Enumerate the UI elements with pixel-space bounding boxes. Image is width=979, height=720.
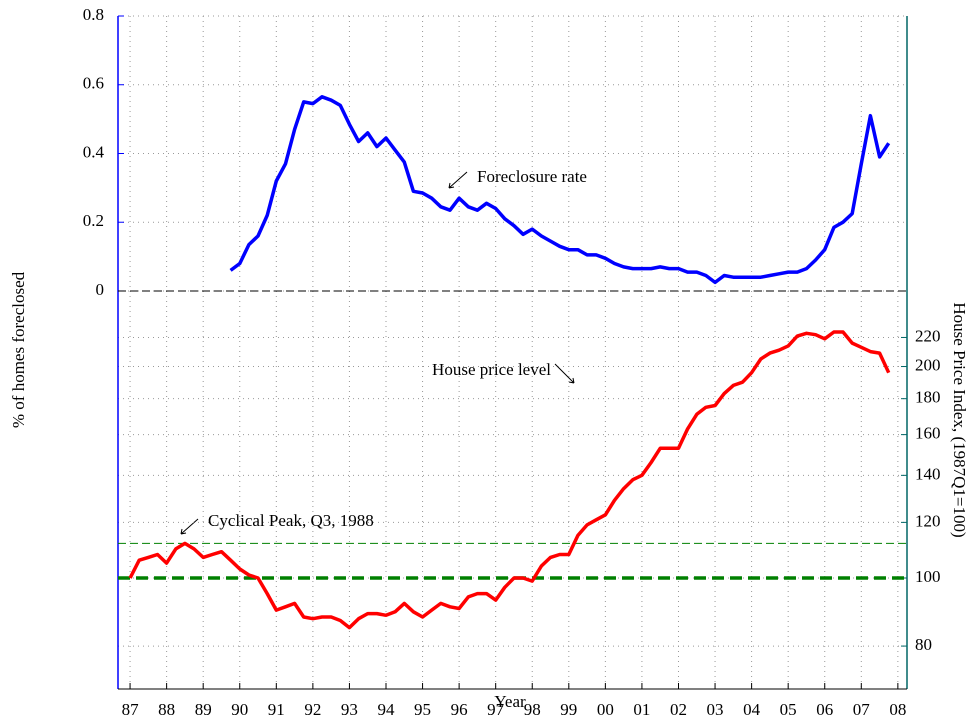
x-tick-label: 89 bbox=[195, 700, 212, 715]
x-tick-label: 95 bbox=[414, 700, 431, 715]
x-tick-label: 87 bbox=[122, 700, 140, 715]
y-tick-label: 0.8 bbox=[83, 5, 104, 24]
x-tick-label: 88 bbox=[158, 700, 175, 715]
y2-tick-label: 220 bbox=[915, 326, 941, 345]
x-tick-label: 91 bbox=[268, 700, 285, 715]
x-tick-label: 92 bbox=[304, 700, 321, 715]
y2-tick-label: 140 bbox=[915, 464, 941, 483]
y-tick-label: 0.4 bbox=[83, 142, 105, 161]
series-line bbox=[229, 95, 891, 285]
series-label: Foreclosure rate bbox=[477, 167, 587, 186]
x-tick-label: 08 bbox=[889, 700, 906, 715]
y2-axis-label: House Price Index, (1987Q1=100) bbox=[950, 302, 969, 537]
x-tick-label: 04 bbox=[743, 700, 761, 715]
x-tick-label: 06 bbox=[816, 700, 833, 715]
x-axis-label: Year bbox=[494, 692, 526, 711]
y-tick-label: 0.6 bbox=[83, 74, 104, 93]
x-tick-label: 93 bbox=[341, 700, 358, 715]
y2-tick-label: 120 bbox=[915, 511, 941, 530]
x-tick-label: 01 bbox=[633, 700, 650, 715]
y-tick-label: 0.2 bbox=[83, 211, 104, 230]
y2-tick-label: 180 bbox=[915, 388, 941, 407]
y2-tick-label: 200 bbox=[915, 355, 941, 374]
y-axis-label: % of homes foreclosed bbox=[9, 271, 28, 428]
y2-tick-label: 160 bbox=[915, 424, 941, 443]
arrow bbox=[180, 518, 199, 535]
arrow bbox=[448, 171, 468, 189]
x-tick-label: 97 bbox=[487, 700, 505, 715]
series-label: House price level bbox=[432, 360, 551, 379]
arrow bbox=[554, 363, 575, 384]
y-tick-label: 0 bbox=[96, 280, 105, 299]
x-tick-label: 03 bbox=[707, 700, 724, 715]
x-tick-label: 05 bbox=[780, 700, 797, 715]
annotation-arrows bbox=[180, 171, 575, 535]
series-line bbox=[128, 330, 891, 630]
x-tick-label: 02 bbox=[670, 700, 687, 715]
y2-tick-label: 100 bbox=[915, 567, 941, 586]
x-tick-label: 94 bbox=[377, 700, 395, 715]
x-tick-label: 99 bbox=[560, 700, 577, 715]
x-tick-label: 07 bbox=[853, 700, 871, 715]
y2-tick-label: 80 bbox=[915, 635, 932, 654]
annotation: Cyclical Peak, Q3, 1988 bbox=[208, 511, 374, 530]
x-tick-label: 00 bbox=[597, 700, 614, 715]
x-tick-label: 90 bbox=[231, 700, 248, 715]
x-tick-label: 96 bbox=[451, 700, 468, 715]
x-tick-label: 98 bbox=[524, 700, 541, 715]
